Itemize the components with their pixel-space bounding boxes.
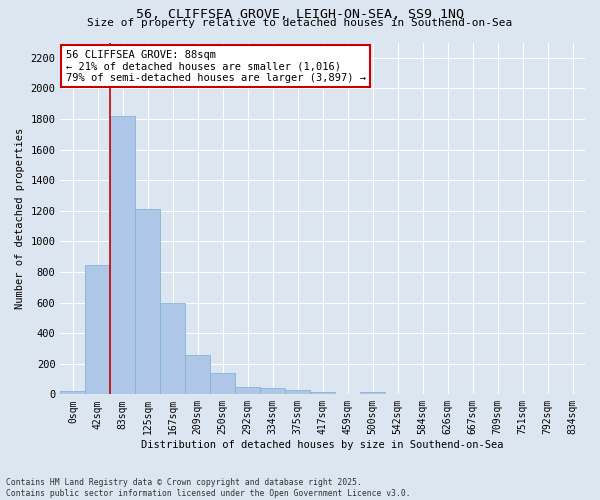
Text: Contains HM Land Registry data © Crown copyright and database right 2025.
Contai: Contains HM Land Registry data © Crown c… <box>6 478 410 498</box>
Bar <box>85 265 110 394</box>
Bar <box>310 392 335 394</box>
Bar <box>61 392 85 394</box>
Bar <box>360 392 385 394</box>
Text: 56, CLIFFSEA GROVE, LEIGH-ON-SEA, SS9 1NQ: 56, CLIFFSEA GROVE, LEIGH-ON-SEA, SS9 1N… <box>136 8 464 20</box>
Bar <box>110 116 136 394</box>
Bar <box>235 388 260 394</box>
X-axis label: Distribution of detached houses by size in Southend-on-Sea: Distribution of detached houses by size … <box>142 440 504 450</box>
Y-axis label: Number of detached properties: Number of detached properties <box>15 128 25 309</box>
Bar <box>185 356 210 395</box>
Bar <box>160 302 185 394</box>
Text: 56 CLIFFSEA GROVE: 88sqm
← 21% of detached houses are smaller (1,016)
79% of sem: 56 CLIFFSEA GROVE: 88sqm ← 21% of detach… <box>65 50 365 82</box>
Bar <box>260 388 285 394</box>
Bar <box>210 373 235 394</box>
Bar <box>136 209 160 394</box>
Text: Size of property relative to detached houses in Southend-on-Sea: Size of property relative to detached ho… <box>88 18 512 28</box>
Bar <box>285 390 310 394</box>
